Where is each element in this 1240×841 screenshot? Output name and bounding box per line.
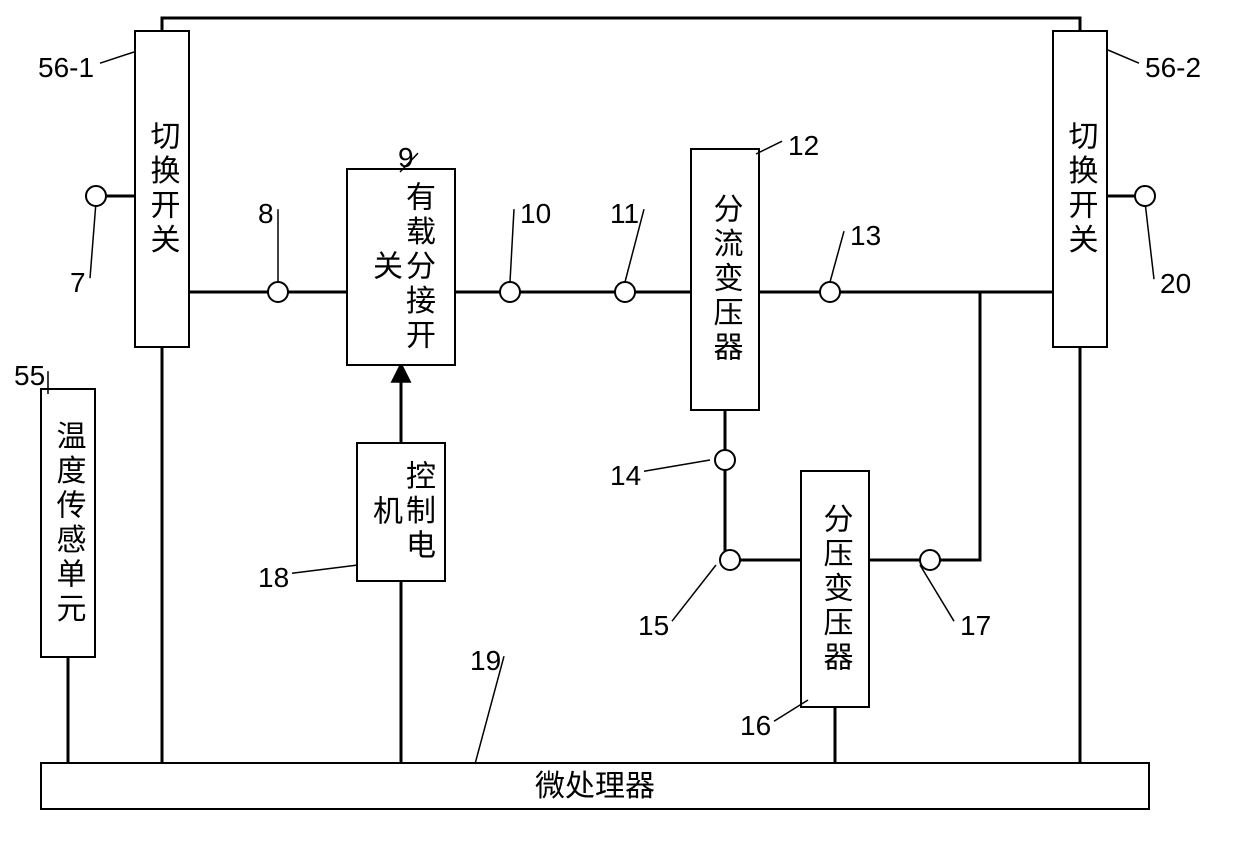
block-mcu-label: 微处理器 (535, 770, 655, 803)
diagram-stage: 切换开关 切换开关 有载分接开关 分流变压器控制电机 分压变压器 温度传感单元微处理器 56… (0, 0, 1240, 841)
node-n11 (614, 281, 636, 303)
node-n17 (919, 549, 941, 571)
block-sw_left: 切换开关 (134, 30, 190, 348)
label-l14: 14 (610, 460, 641, 492)
block-sw_right-label: 切换开关 (1064, 120, 1097, 258)
block-shunt-label: 分流变压器 (709, 193, 742, 366)
block-mcu: 微处理器 (40, 762, 1150, 810)
node-n8 (267, 281, 289, 303)
block-motor-label: 控制电机 (368, 444, 434, 580)
node-n13 (819, 281, 841, 303)
label-l56_2: 56-2 (1145, 52, 1201, 84)
block-divider-label: 分压变压器 (819, 503, 852, 676)
label-l8: 8 (258, 198, 274, 230)
label-l11: 11 (610, 198, 639, 230)
block-tap-label: 有载分接开关 (368, 170, 434, 364)
block-sw_right: 切换开关 (1052, 30, 1108, 348)
block-sw_left-label: 切换开关 (146, 120, 179, 258)
block-divider: 分压变压器 (800, 470, 870, 708)
label-l7: 7 (70, 267, 86, 299)
label-l17: 17 (960, 610, 991, 642)
node-n14 (714, 449, 736, 471)
label-l16: 16 (740, 710, 771, 742)
node-n15 (719, 549, 741, 571)
node-n10 (499, 281, 521, 303)
label-l12: 12 (788, 130, 819, 162)
label-l10: 10 (520, 198, 551, 230)
label-l9: 9 (398, 142, 414, 174)
node-n7 (85, 185, 107, 207)
label-l18: 18 (258, 562, 289, 594)
block-motor: 控制电机 (356, 442, 446, 582)
label-l56_1: 56-1 (38, 52, 94, 84)
label-l19: 19 (470, 645, 501, 677)
block-temp-label: 温度传感单元 (52, 420, 85, 627)
label-l15: 15 (638, 610, 669, 642)
node-n20 (1134, 185, 1156, 207)
block-temp: 温度传感单元 (40, 388, 96, 658)
block-tap: 有载分接开关 (346, 168, 456, 366)
label-l20: 20 (1160, 268, 1191, 300)
label-l13: 13 (850, 220, 881, 252)
block-shunt: 分流变压器 (690, 148, 760, 411)
label-l55: 55 (14, 360, 45, 392)
